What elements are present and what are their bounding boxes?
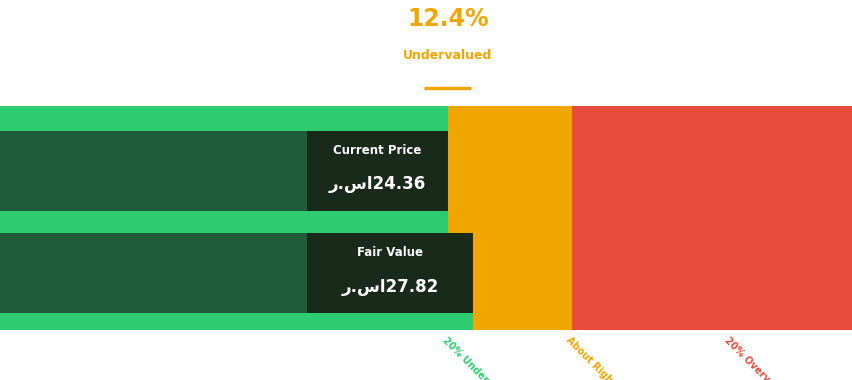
Bar <box>0 131 447 211</box>
Bar <box>0 233 473 313</box>
Bar <box>0 114 447 131</box>
Bar <box>307 131 447 211</box>
Text: About Right: About Right <box>564 335 618 380</box>
Text: ر.سا24.36: ر.سا24.36 <box>328 176 426 193</box>
Text: Current Price: Current Price <box>333 144 421 157</box>
Bar <box>0 313 473 330</box>
Text: Undervalued: Undervalued <box>403 49 492 62</box>
Text: 20% Undervalued: 20% Undervalued <box>440 335 515 380</box>
Text: ر.سا27.82: ر.سا27.82 <box>341 278 439 296</box>
Bar <box>0 106 447 330</box>
Text: Fair Value: Fair Value <box>357 246 423 260</box>
Bar <box>447 106 571 330</box>
Text: 12.4%: 12.4% <box>406 7 488 31</box>
Bar <box>0 206 447 223</box>
Bar <box>571 106 852 330</box>
Bar <box>307 233 473 313</box>
Text: 20% Overvalued: 20% Overvalued <box>722 335 792 380</box>
